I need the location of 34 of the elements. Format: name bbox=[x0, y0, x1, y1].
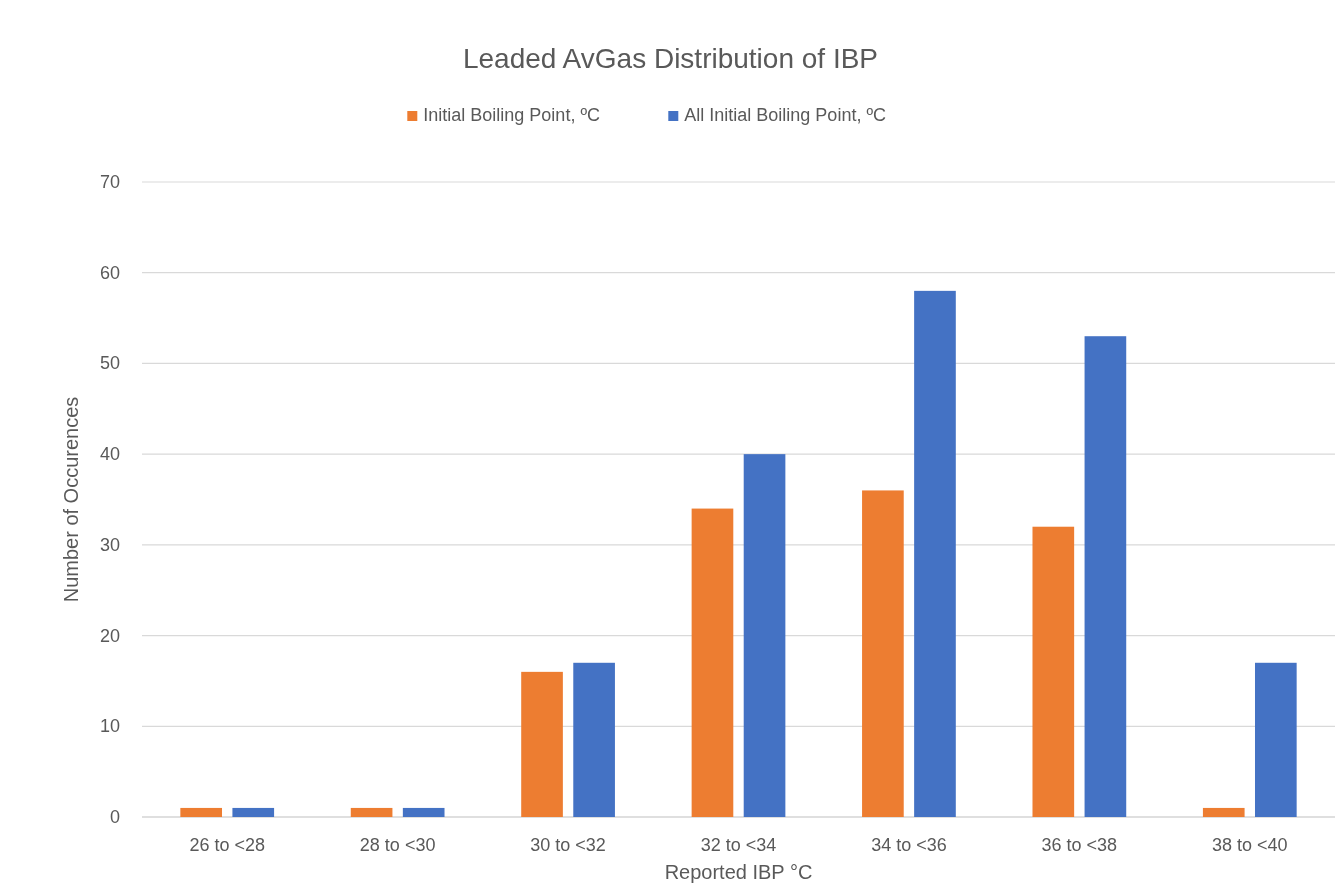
bar bbox=[180, 807, 223, 817]
bar bbox=[1084, 336, 1127, 817]
y-tick-label: 30 bbox=[99, 534, 120, 555]
y-axis-title: Number of Occurences bbox=[60, 396, 82, 603]
bar bbox=[573, 662, 615, 817]
bar bbox=[521, 671, 563, 817]
bar bbox=[914, 290, 956, 817]
y-tick-label: 70 bbox=[99, 172, 120, 192]
legend-label: Initial Boiling Point, ºC bbox=[423, 105, 600, 125]
bar bbox=[402, 807, 445, 817]
x-tick-label: 38 to <40 bbox=[1212, 835, 1288, 855]
bar bbox=[691, 508, 734, 817]
bar bbox=[862, 490, 904, 817]
x-axis-title: Reported IBP °C bbox=[664, 861, 813, 883]
y-tick-label: 60 bbox=[99, 262, 120, 283]
bar bbox=[1254, 662, 1297, 817]
x-tick-label: 34 to <36 bbox=[871, 835, 947, 855]
bar bbox=[350, 807, 393, 817]
x-tick-label: 26 to <28 bbox=[189, 835, 265, 855]
x-tick-label: 28 to <30 bbox=[359, 835, 436, 855]
y-tick-label: 10 bbox=[99, 716, 120, 737]
legend-label: All Initial Boiling Point, ºC bbox=[684, 105, 886, 125]
bar bbox=[743, 454, 786, 817]
bar bbox=[1032, 526, 1075, 817]
y-tick-label: 40 bbox=[99, 444, 120, 465]
x-tick-label: 30 to <32 bbox=[530, 835, 606, 855]
x-tick-label: 32 to <34 bbox=[700, 835, 777, 855]
x-tick-label: 36 to <38 bbox=[1041, 835, 1118, 855]
y-tick-label: 0 bbox=[109, 807, 120, 827]
y-tick-label: 20 bbox=[99, 625, 120, 646]
y-tick-label: 50 bbox=[99, 353, 120, 374]
bar bbox=[232, 807, 275, 817]
chart-title: Leaded AvGas Distribution of IBP bbox=[462, 43, 879, 74]
bar bbox=[1202, 807, 1245, 817]
